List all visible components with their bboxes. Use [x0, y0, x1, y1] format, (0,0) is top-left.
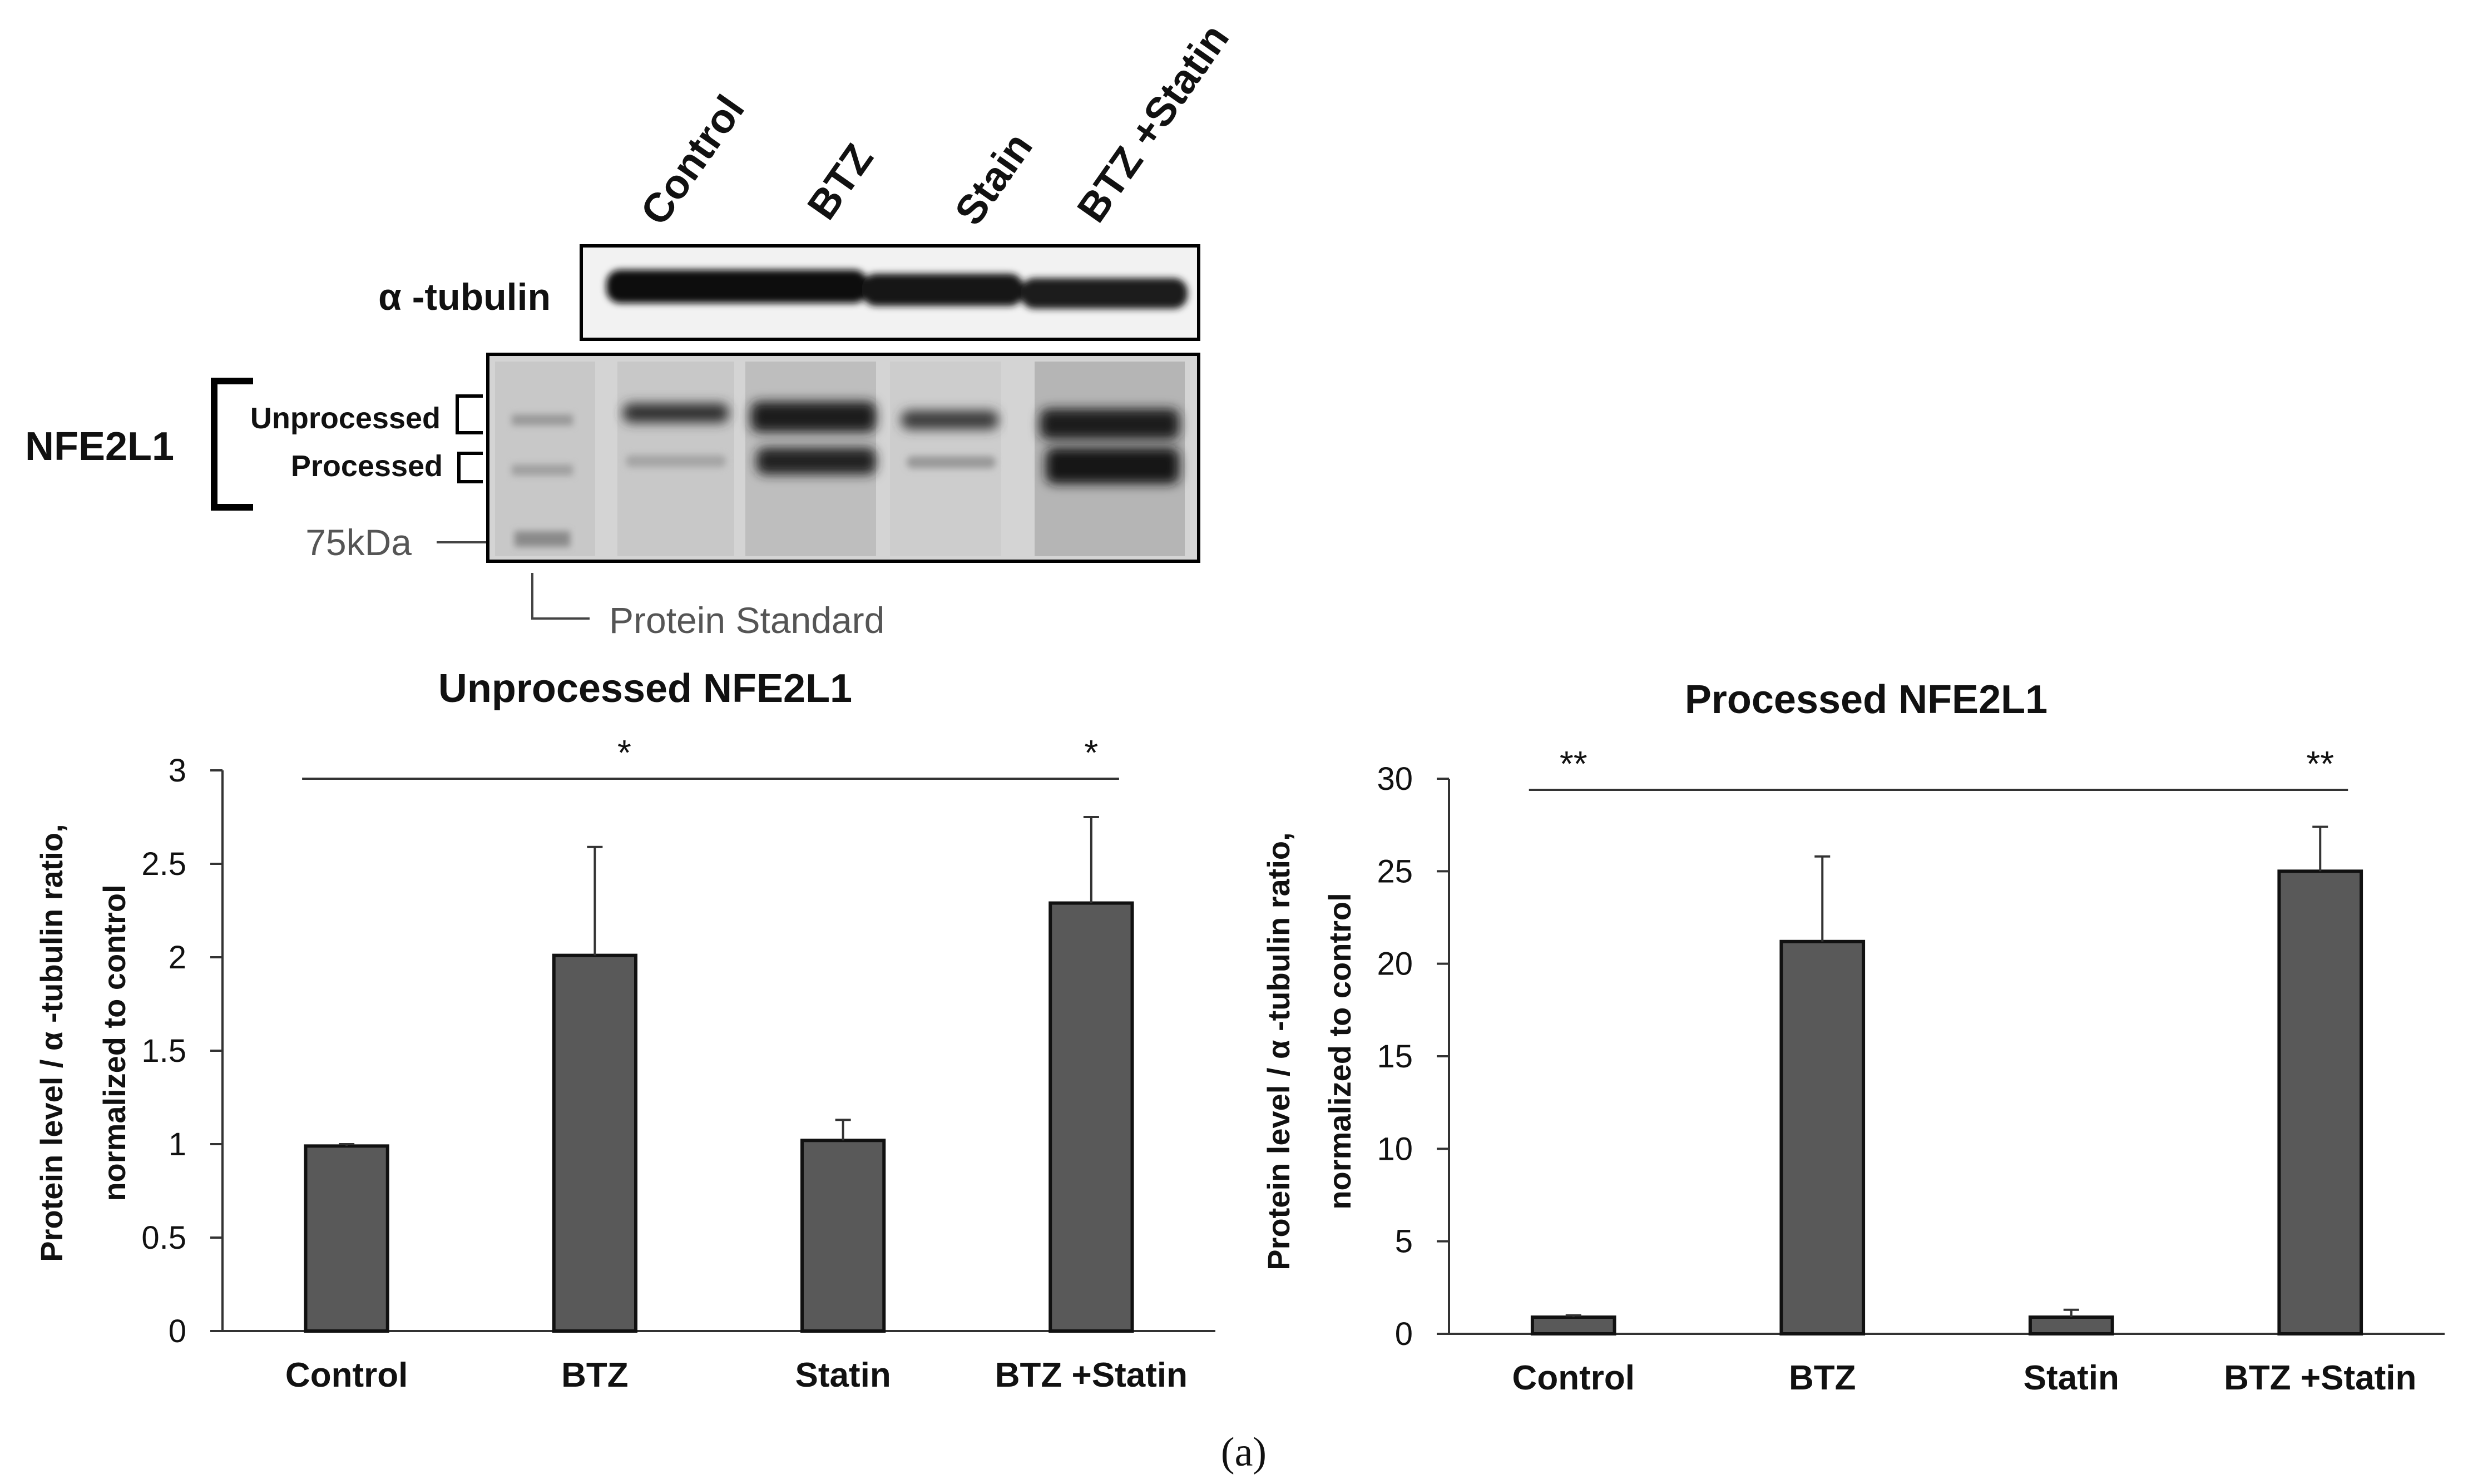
processed-bracket: [457, 452, 483, 483]
x-tick-label: Statin: [2024, 1359, 2119, 1397]
y-tick-label: 1.5: [141, 1033, 186, 1069]
y-tick-label: 10: [1377, 1131, 1413, 1167]
standard-leader: [531, 573, 590, 620]
bar-btz-statin: [1048, 901, 1134, 1333]
marker-label: 75kDa: [305, 522, 412, 563]
bar-btz-statin: [2277, 869, 2363, 1336]
significance-mark: *: [617, 733, 631, 773]
nfe2l1-bands: [495, 362, 1185, 556]
x-tick-label: BTZ: [561, 1356, 629, 1394]
y-tick-label: 25: [1377, 853, 1413, 889]
bar-btz: [1779, 939, 1866, 1336]
tubulin-bands: [606, 270, 1188, 309]
y-tick-label: 3: [169, 753, 186, 789]
x-tick-label: Control: [1512, 1359, 1635, 1397]
unprocessed-bracket: [456, 394, 483, 434]
y-tick-label: 0.5: [141, 1220, 186, 1256]
significance-mark: *: [1084, 733, 1098, 773]
lane-label-stain: Stain: [946, 124, 1041, 233]
y-tick-label: 2: [169, 939, 186, 976]
x-tick-label: Control: [285, 1356, 408, 1394]
significance-mark: **: [1560, 744, 1587, 784]
y-axis-label-line1: Protein level / α -tubulin ratio,: [1261, 832, 1296, 1270]
lane-label-btz-statin: BTZ +Statin: [1068, 16, 1238, 230]
chart-processed: Processed NFE2L1 Protein level / α -tubu…: [1261, 677, 2445, 1397]
y-axis-label-line1: Protein level / α -tubulin ratio,: [34, 824, 69, 1262]
bar-control: [1530, 1315, 1616, 1336]
tubulin-label: α -tubulin: [378, 276, 551, 318]
nfe2l1-bracket: [211, 378, 253, 511]
x-tick-label: BTZ +Statin: [995, 1356, 1188, 1394]
lane-label-control: Control: [631, 87, 753, 233]
x-tick-label: BTZ: [1789, 1359, 1856, 1397]
y-tick-label: 2.5: [141, 846, 186, 882]
panel-label: (a): [1221, 1429, 1267, 1475]
band-label-unprocessed: Unprocessed: [250, 402, 441, 435]
bar-btz: [552, 953, 638, 1333]
bar-control: [304, 1144, 389, 1333]
y-tick-label: 1: [169, 1126, 186, 1163]
y-tick-label: 0: [169, 1313, 186, 1349]
y-tick-label: 5: [1395, 1224, 1413, 1260]
nfe2l1-label: NFE2L1: [25, 424, 174, 469]
band-label-processed: Processed: [291, 449, 443, 483]
western-blot: Control BTZ Stain BTZ +Statin α -tubulin…: [25, 16, 1238, 641]
chart-unprocessed: Unprocessed NFE2L1 Protein level / α -tu…: [34, 666, 1215, 1394]
significance-mark: **: [2306, 744, 2334, 784]
y-tick-label: 30: [1377, 761, 1413, 797]
lane-label-btz: BTZ: [798, 136, 882, 227]
y-tick-label: 15: [1377, 1038, 1413, 1075]
x-tick-label: BTZ +Statin: [2224, 1359, 2416, 1397]
y-tick-label: 0: [1395, 1316, 1413, 1352]
y-tick-label: 20: [1377, 946, 1413, 982]
y-axis-label-line2: normalized to control: [1322, 893, 1357, 1209]
chart-title: Processed NFE2L1: [1685, 677, 2047, 722]
bar-statin: [2028, 1315, 2114, 1336]
standard-label: Protein Standard: [609, 600, 884, 641]
y-axis-label-line2: normalized to control: [97, 884, 132, 1201]
chart-title: Unprocessed NFE2L1: [438, 666, 852, 711]
bar-statin: [800, 1139, 886, 1333]
x-tick-label: Statin: [795, 1356, 891, 1394]
